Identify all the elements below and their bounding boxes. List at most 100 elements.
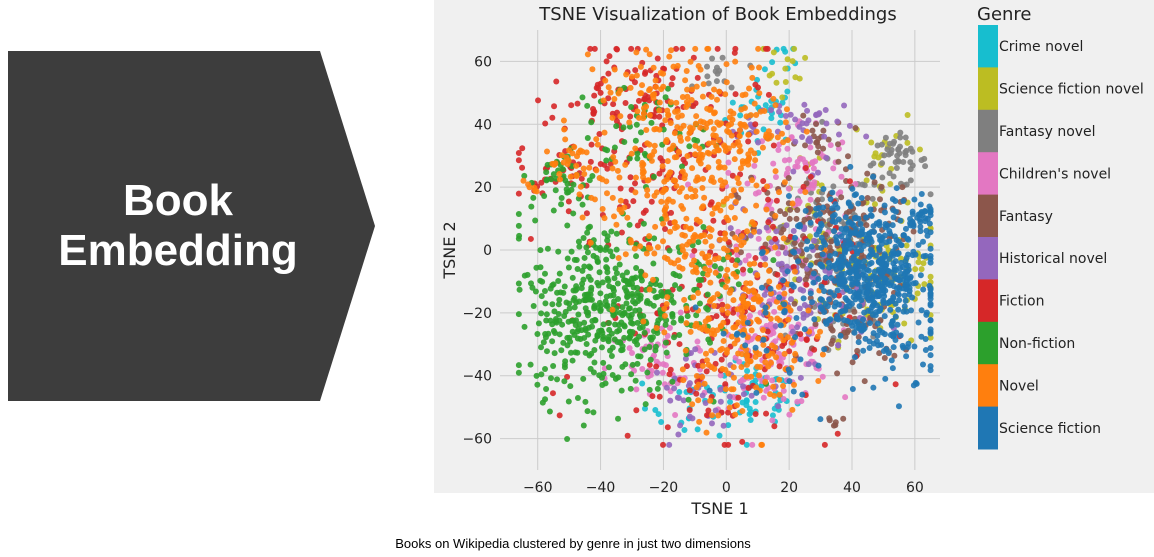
data-point [866,320,873,327]
data-point [890,344,897,351]
data-point [758,250,765,257]
data-point [677,422,684,429]
data-point [851,329,858,336]
data-point [696,155,703,162]
legend-label: Fantasy novel [999,124,1096,140]
data-point [778,130,785,137]
data-point [772,323,779,330]
data-point [800,112,807,119]
data-point [733,331,740,338]
data-point [729,99,736,106]
series-novel [520,45,828,448]
data-point [654,385,661,392]
data-point [790,168,797,175]
data-point [807,196,814,203]
data-point [912,279,919,286]
data-point [835,342,842,349]
data-point [639,82,646,89]
data-point [721,142,728,149]
data-point [653,324,660,331]
data-point [672,272,679,279]
data-point [758,284,765,291]
data-point [538,310,545,317]
data-point [732,411,739,418]
data-point [927,317,934,324]
data-point [594,141,601,148]
data-point [863,222,870,229]
data-point [695,239,702,246]
data-point [582,325,589,332]
data-point [564,373,571,380]
data-point [792,163,799,170]
data-point [770,257,777,264]
data-point [821,133,828,140]
data-point [709,55,716,62]
data-point [521,172,528,179]
data-point [752,399,759,406]
data-point [714,45,721,52]
data-point [654,244,661,251]
data-point [827,196,834,203]
data-point [786,156,793,163]
data-point [773,228,780,235]
data-point [763,410,770,417]
data-point [628,103,635,110]
data-point [559,321,566,328]
data-point [771,423,778,430]
data-point [747,112,754,119]
data-point [609,253,616,260]
data-point [722,284,729,291]
data-point [887,181,894,188]
data-point [597,308,604,315]
data-point [788,324,795,331]
data-point [794,398,801,405]
data-point [534,330,541,337]
data-point [890,333,897,340]
data-point [689,86,696,93]
data-point [870,384,877,391]
data-point [631,79,638,86]
data-point [602,77,609,84]
data-point [762,378,769,385]
data-point [519,145,526,152]
data-point [736,358,743,365]
data-point [684,313,691,320]
data-point [763,206,770,213]
data-point [902,225,909,232]
data-point [640,318,647,325]
data-point [734,175,741,182]
data-point [792,116,799,123]
data-point [823,154,830,161]
data-point [762,309,769,316]
data-point [877,305,884,312]
data-point [617,113,624,120]
data-point [876,246,883,253]
data-point [781,290,788,297]
data-point [714,327,721,334]
legend-swatch [978,364,998,408]
data-point [856,241,863,248]
data-point [780,382,787,389]
data-point [604,190,611,197]
data-point [782,78,789,85]
data-point [702,254,709,261]
data-point [846,241,853,248]
data-point [581,319,588,326]
data-point [605,338,612,345]
data-point [570,181,577,188]
data-point [720,422,727,429]
data-point [795,223,802,230]
data-point [797,356,804,363]
data-point [565,208,572,215]
data-point [576,191,583,198]
data-point [755,318,762,325]
data-point [714,291,721,298]
data-point [830,183,837,190]
data-point [648,336,655,343]
data-point [871,179,878,186]
data-point [708,420,715,427]
data-point [820,204,827,211]
data-point [726,393,733,400]
data-point [533,372,540,379]
data-point [814,252,821,259]
